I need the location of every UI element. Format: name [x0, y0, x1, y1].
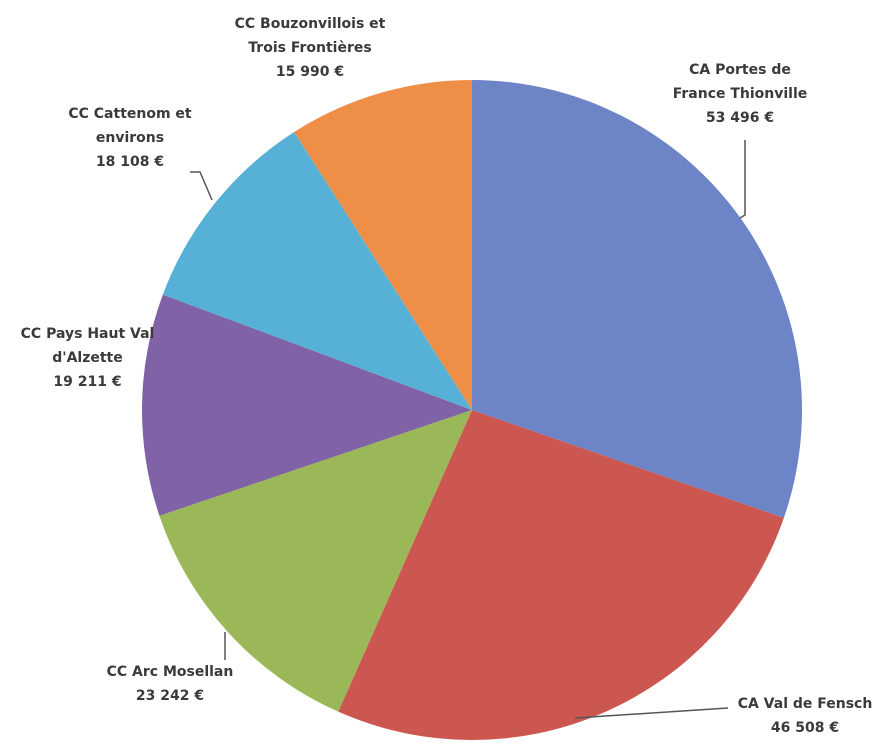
pie-slice	[159, 410, 472, 712]
leader-line	[190, 171, 213, 201]
slice-label: CA Portes de France Thionville 53 496 €	[640, 58, 840, 130]
category-label: CA Val de Fensch	[737, 696, 873, 712]
value-label: 15 990 €	[275, 64, 345, 80]
value-label: 53 496 €	[705, 110, 775, 126]
leader-line	[574, 707, 729, 719]
category-label: CA Portes de France Thionville	[672, 62, 808, 102]
slice-label: CC Cattenom et environs 18 108 €	[40, 102, 220, 174]
category-label: CC Cattenom et environs	[68, 106, 192, 146]
slice-label: CC Pays Haut Val d'Alzette 19 211 €	[0, 322, 175, 394]
slice-label: CA Val de Fensch 46 508 €	[720, 692, 889, 740]
category-label: CC Bouzonvillois et Trois Frontières	[234, 16, 386, 56]
pie-slice	[142, 294, 472, 516]
leader-lines	[190, 140, 746, 719]
category-label: CC Arc Mosellan	[106, 664, 234, 680]
pie-slice	[162, 132, 473, 410]
value-label: 23 242 €	[135, 688, 205, 704]
value-label: 46 508 €	[770, 720, 840, 736]
leader-line	[739, 140, 746, 219]
value-label: 18 108 €	[95, 154, 165, 170]
value-label: 19 211 €	[53, 374, 122, 390]
pie-slice	[472, 80, 802, 518]
slice-label: CC Bouzonvillois et Trois Frontières 15 9…	[200, 12, 420, 84]
pie-slice	[338, 410, 784, 740]
slice-label: CC Arc Mosellan 23 242 €	[80, 660, 260, 708]
category-label: CC Pays Haut Val d'Alzette	[20, 326, 155, 366]
pie-slice	[294, 80, 472, 410]
